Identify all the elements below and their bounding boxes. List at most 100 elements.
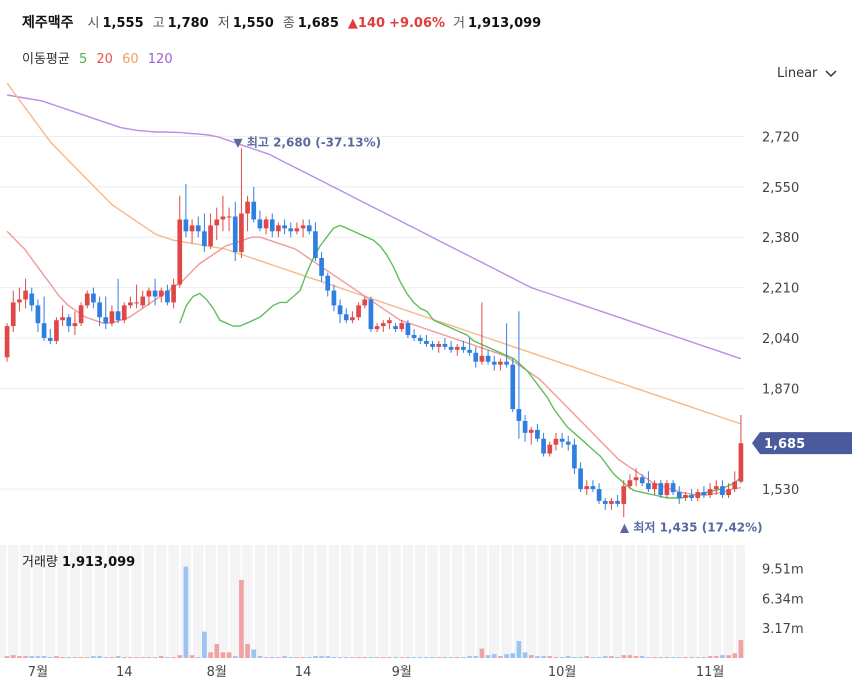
x-axis-label: 11월: [696, 665, 725, 680]
volume-bar: [602, 656, 608, 658]
candle-body: [436, 343, 442, 347]
candle: [294, 222, 300, 235]
candle-body: [165, 290, 170, 303]
candle: [627, 474, 633, 490]
volume-bar: [128, 657, 133, 659]
candle: [479, 302, 485, 365]
candle-body: [60, 317, 65, 321]
candle-body: [664, 483, 670, 496]
volume-bar: [553, 657, 559, 659]
volume-bar: [436, 657, 442, 659]
candle: [152, 278, 158, 306]
candle-body: [10, 302, 16, 327]
volume-bar: [10, 655, 16, 658]
candle: [23, 278, 28, 309]
candle-body: [683, 495, 688, 498]
volume-panel-value: 1,913,099: [62, 555, 136, 570]
candle-body: [121, 305, 127, 321]
candle-body: [294, 228, 300, 232]
candle: [461, 340, 466, 353]
scale-selector[interactable]: Linear: [777, 66, 837, 81]
candle-body: [658, 483, 664, 496]
candle-body: [405, 323, 411, 336]
candle: [732, 471, 738, 493]
candle-body: [596, 489, 602, 501]
candle-body: [84, 293, 90, 306]
candle: [66, 314, 72, 333]
volume-bar: [658, 657, 664, 659]
candle-body: [306, 225, 312, 232]
candle-body: [134, 302, 139, 304]
candle: [251, 186, 257, 223]
volume-bar: [78, 657, 84, 659]
candle-body: [4, 326, 10, 358]
candle-body: [639, 477, 645, 484]
candle: [652, 480, 657, 496]
candle-body: [609, 500, 614, 504]
candle-body: [738, 443, 744, 482]
volume-bar: [343, 657, 349, 659]
candle-body: [387, 320, 392, 324]
volume-bar: [547, 656, 553, 658]
ma-120[interactable]: 120: [147, 52, 173, 67]
candle: [183, 183, 189, 238]
candle: [633, 468, 639, 487]
volume-bar: [726, 655, 731, 658]
candle-body: [720, 486, 725, 496]
candle: [547, 441, 553, 457]
volume-bar: [245, 643, 250, 658]
ma-20[interactable]: 20: [96, 52, 113, 67]
candle: [559, 432, 565, 448]
ma-60[interactable]: 60: [122, 52, 139, 67]
candle-body: [220, 216, 226, 220]
candle-body: [535, 429, 540, 439]
volume-bar: [430, 657, 435, 659]
low-label: 저: [217, 16, 230, 31]
volume-bar: [202, 631, 207, 658]
x-axis-label: 10월: [548, 665, 577, 680]
candle-body: [380, 323, 386, 327]
candle: [430, 340, 435, 350]
candle-body: [313, 231, 318, 258]
candle: [337, 299, 343, 324]
candle-body: [189, 225, 195, 232]
volume-bar: [627, 655, 633, 658]
volume-bar: [232, 656, 238, 658]
moving-average-line-ma5: [179, 224, 742, 499]
volume-bar: [621, 655, 627, 658]
price-tick-label: 2,210: [762, 282, 799, 297]
candle-body: [66, 317, 72, 327]
volume-bar: [97, 656, 102, 658]
volume-bar: [140, 657, 146, 659]
candle: [72, 311, 78, 336]
volume-bar: [720, 655, 725, 658]
volume-bar: [701, 657, 707, 659]
candle-body: [171, 284, 176, 303]
candle: [473, 346, 479, 368]
candle: [313, 222, 318, 261]
candle: [29, 287, 35, 312]
candle: [343, 308, 349, 324]
candle: [578, 462, 583, 493]
high-annotation: ▼ 최고 2,680 (-37.13%): [233, 134, 381, 149]
volume-bar: [4, 656, 10, 658]
volume-bar: [491, 654, 497, 658]
x-axis-label: 7월: [28, 665, 48, 680]
ma-5[interactable]: 5: [78, 52, 88, 67]
x-axis-label: 9월: [392, 665, 412, 680]
scale-value: Linear: [777, 66, 818, 81]
candle-body: [350, 317, 355, 321]
candle-body: [467, 349, 472, 353]
volume-bar: [362, 657, 368, 659]
volume-bar: [47, 657, 53, 659]
candle-body: [337, 305, 343, 315]
candle-body: [572, 444, 577, 469]
volume-bar: [35, 656, 41, 658]
candle: [522, 415, 528, 442]
candle-body: [251, 201, 257, 220]
low-value: 1,550: [232, 16, 274, 31]
stock-name: 제주맥주: [22, 15, 74, 31]
candle: [362, 296, 368, 309]
volume-bar: [103, 657, 109, 659]
